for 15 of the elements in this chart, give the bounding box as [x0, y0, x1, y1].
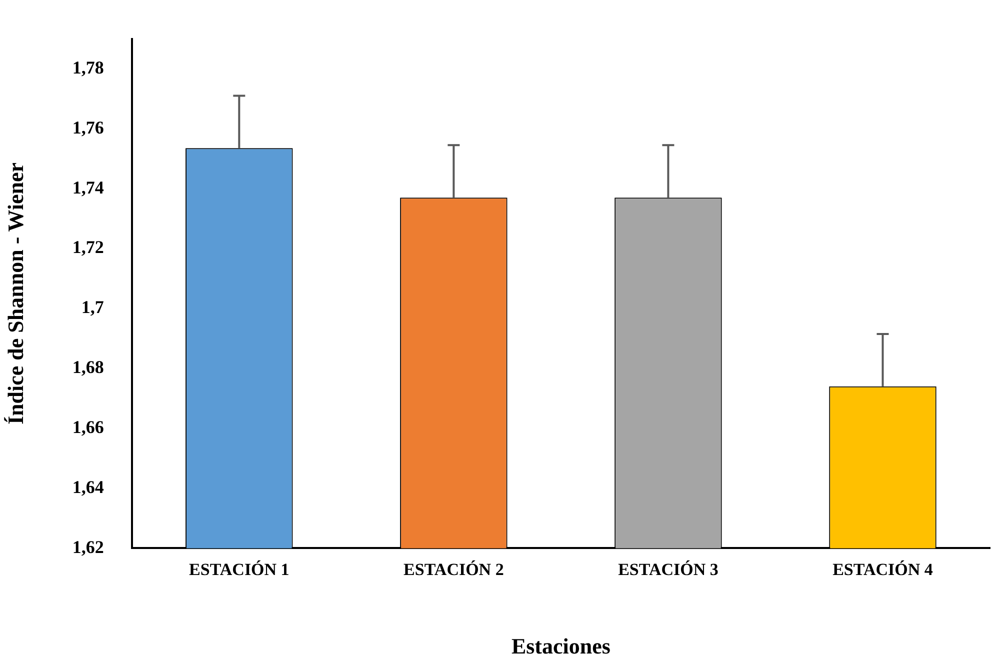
y-tick-label: 1,66: [72, 416, 104, 437]
y-tick-label: 1,64: [72, 476, 104, 497]
x-tick-label: ESTACIÓN 3: [618, 560, 718, 579]
y-tick-label: 1,7: [81, 297, 104, 318]
y-tick-label: 1,78: [72, 57, 104, 78]
x-axis-title: Estaciones: [511, 633, 611, 658]
x-tick-label: ESTACIÓN 2: [404, 560, 504, 579]
y-tick-label: 1,68: [72, 357, 104, 378]
y-tick-label: 1,76: [72, 117, 104, 138]
y-tick-label: 1,74: [72, 177, 104, 198]
x-tick-label: ESTACIÓN 4: [832, 560, 934, 579]
x-tick-label: ESTACIÓN 1: [189, 560, 290, 579]
y-axis-title: Índice de Shannon - Wiener: [2, 162, 28, 425]
y-tick-label: 1,72: [72, 237, 104, 258]
y-tick-label: 1,62: [72, 536, 104, 557]
